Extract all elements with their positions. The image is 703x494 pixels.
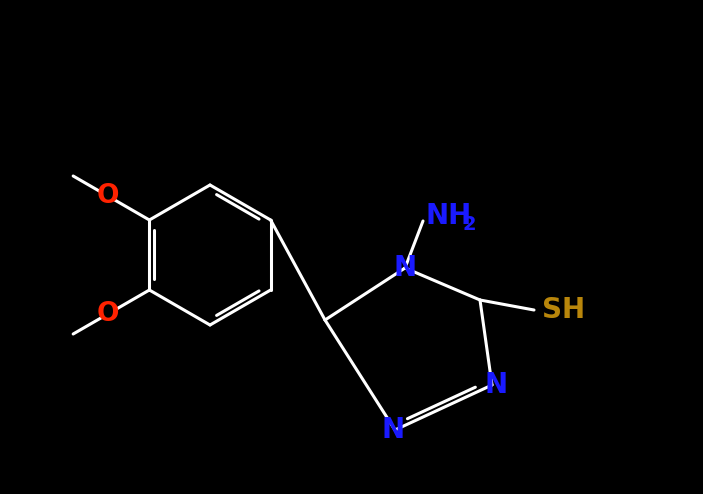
- Text: 2: 2: [463, 215, 477, 235]
- Text: N: N: [382, 416, 404, 444]
- Text: SH: SH: [542, 296, 585, 324]
- Text: N: N: [394, 254, 417, 282]
- Text: N: N: [484, 371, 508, 399]
- Text: O: O: [96, 183, 119, 209]
- Text: O: O: [96, 301, 119, 327]
- Text: NH: NH: [425, 202, 471, 230]
